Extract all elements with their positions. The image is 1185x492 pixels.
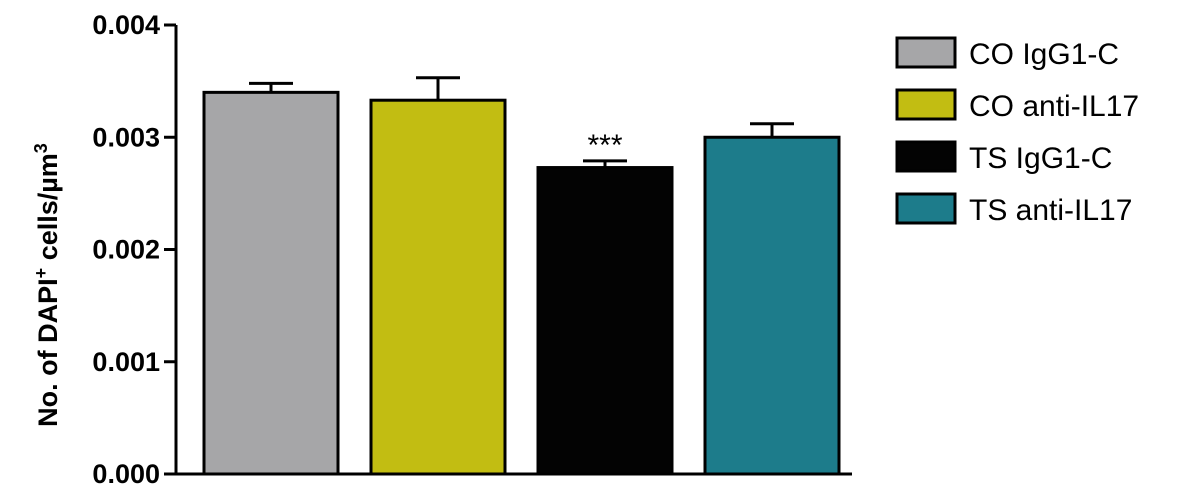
legend-label: CO IgG1-C <box>969 38 1119 71</box>
bars: *** <box>202 76 841 476</box>
legend-swatch <box>895 88 957 121</box>
bar <box>703 135 841 476</box>
legend-label: TS anti-IL17 <box>969 194 1132 227</box>
legend-swatch <box>895 140 957 173</box>
y-axis-label: No. of DAPI+ cells/µm3 <box>31 143 63 427</box>
legend-label: CO anti-IL17 <box>969 90 1139 123</box>
bar <box>369 98 507 476</box>
bar <box>536 166 674 476</box>
bar <box>202 90 340 476</box>
y-tick-label: 0.004 <box>92 10 160 40</box>
legend-swatch <box>895 192 957 225</box>
y-axis-label-superscript: + <box>31 268 51 279</box>
y-tick-label: 0.000 <box>92 459 160 489</box>
y-axis-label-prefix: No. of DAPI <box>33 278 63 427</box>
legend-swatch <box>895 36 957 69</box>
y-tick-label: 0.001 <box>92 347 160 377</box>
y-axis-label-unit-superscript: 3 <box>31 143 51 153</box>
legend: CO IgG1-C CO anti-IL17 TS IgG1-C TS anti-IL… <box>895 36 1139 227</box>
significance-annotation: *** <box>587 129 622 162</box>
legend-label: TS IgG1-C <box>969 142 1112 175</box>
y-axis-label-mid: cells/µm <box>33 153 63 268</box>
y-tick-label: 0.002 <box>92 235 160 265</box>
y-tick-label: 0.003 <box>92 122 160 152</box>
